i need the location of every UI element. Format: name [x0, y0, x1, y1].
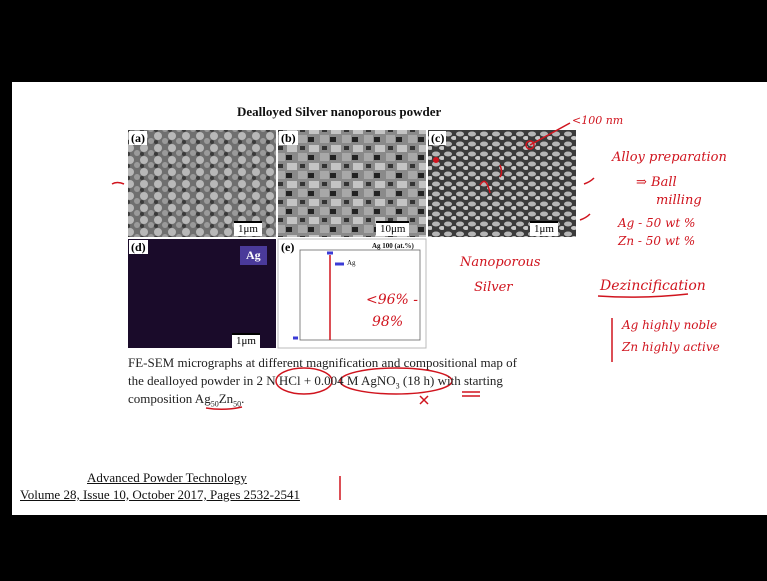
- caption-sub: 50: [233, 400, 241, 409]
- spectrum-legend: Ag: [347, 259, 356, 267]
- micrographs: [128, 130, 576, 348]
- caption-text: Zn: [219, 391, 233, 406]
- panel-label: (a): [129, 131, 147, 145]
- figure-title: Dealloyed Silver nanoporous powder: [237, 104, 441, 120]
- panel-label: (d): [129, 240, 148, 254]
- handwritten-note: Alloy preparation: [612, 150, 727, 165]
- map-element: Ag: [240, 246, 267, 265]
- scale-bar: 10μm: [376, 221, 409, 236]
- panel-label: (c): [429, 131, 446, 145]
- caption-sub: 50: [211, 400, 219, 409]
- caption-line: composition Ag50Zn50.: [128, 391, 244, 409]
- handwritten-note: 98%: [372, 314, 403, 330]
- underline: [598, 294, 688, 297]
- handwritten-note: Silver: [474, 280, 512, 295]
- reference-journal: Advanced Powder Technology: [87, 470, 247, 486]
- caption-text: (18 h) with starting: [400, 373, 503, 388]
- handwritten-note: <100 nm: [572, 114, 623, 127]
- handwritten-note: Dezincification: [600, 278, 706, 294]
- equals: [462, 392, 480, 396]
- caption-line: the dealloyed powder in 2 N HCl + 0.004 …: [128, 373, 503, 391]
- scale-bar: 1μm: [530, 221, 558, 236]
- handwritten-note: Zn highly active: [622, 340, 720, 354]
- panel-label: (b): [279, 131, 298, 145]
- handwritten-note: <96% -: [366, 292, 418, 308]
- cross: [420, 396, 428, 404]
- handwritten-note: Ag - 50 wt %: [618, 216, 695, 230]
- handwritten-note: Nanoporous: [460, 255, 541, 270]
- caption-text: .: [241, 391, 244, 406]
- caption-text: the dealloyed powder in 2 N HCl + 0.004 …: [128, 373, 396, 388]
- pointer-dot: [433, 157, 439, 163]
- caption-text: composition Ag: [128, 391, 211, 406]
- handwritten-note: ⇒ Ball: [636, 175, 677, 190]
- reference-details: Volume 28, Issue 10, October 2017, Pages…: [20, 487, 300, 503]
- handwritten-note: Zn - 50 wt %: [618, 234, 695, 248]
- handwritten-note: milling: [656, 193, 702, 208]
- panel-label: (e): [279, 240, 296, 254]
- scale-bar: 1μm: [232, 333, 260, 348]
- scale-bar: 1μm: [234, 221, 262, 236]
- screen: Dealloyed Silver nanoporous powder (a) (…: [0, 0, 767, 581]
- caption-line: FE-SEM micrographs at different magnific…: [128, 355, 517, 371]
- spectrum-title: Ag 100 (at.%): [372, 242, 414, 250]
- handwritten-note: Ag highly noble: [622, 318, 717, 332]
